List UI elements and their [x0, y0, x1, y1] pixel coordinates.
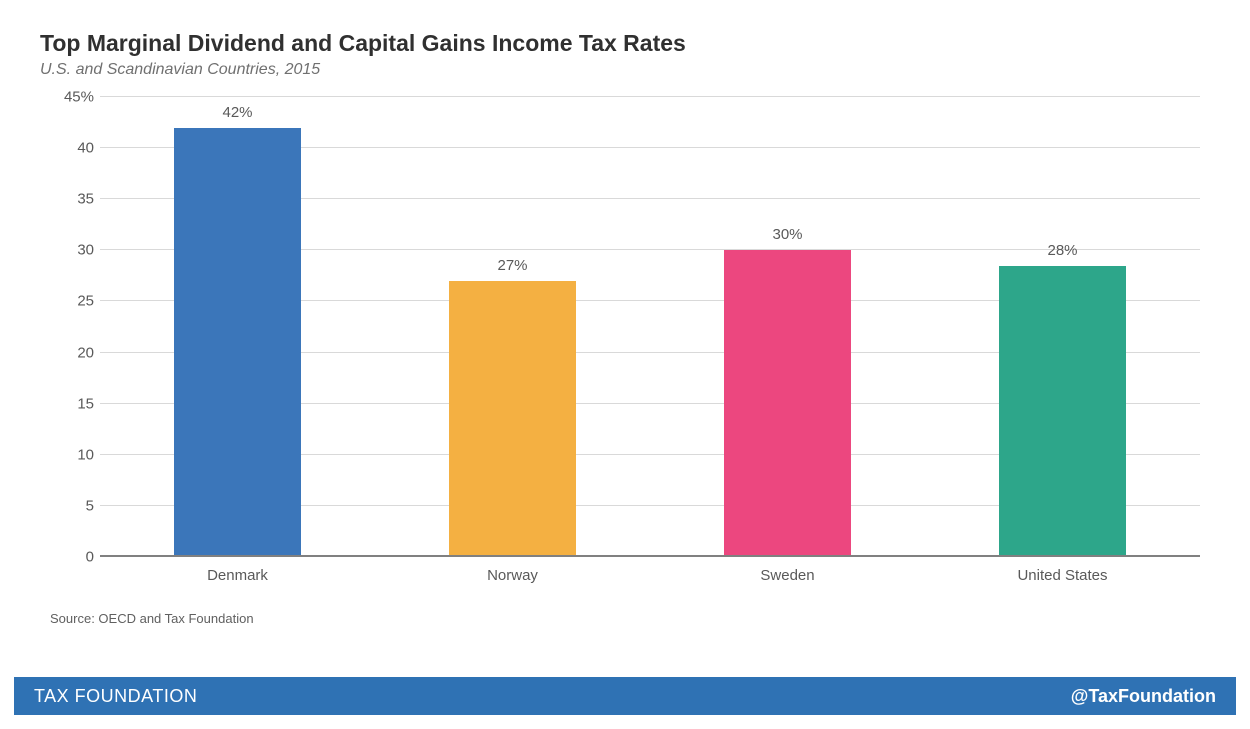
bar-slot: 27%Norway: [375, 97, 650, 557]
x-tick-label: Norway: [375, 567, 650, 584]
bar: 27%: [449, 281, 576, 557]
footer-brand: TAX FOUNDATION: [34, 686, 197, 707]
bar: 42%: [174, 128, 301, 557]
x-tick-label: United States: [925, 567, 1200, 584]
y-tick-label: 45%: [50, 89, 94, 106]
bar-value-label: 30%: [724, 226, 851, 243]
x-axis-line: [100, 555, 1200, 557]
y-tick-label: 10: [50, 446, 94, 463]
y-tick-label: 40: [50, 140, 94, 157]
y-tick-label: 0: [50, 549, 94, 566]
y-tick-label: 30: [50, 242, 94, 259]
x-tick-label: Sweden: [650, 567, 925, 584]
footer-bar: TAX FOUNDATION @TaxFoundation: [14, 677, 1236, 715]
y-tick-label: 35: [50, 191, 94, 208]
bar: 30%: [724, 250, 851, 557]
y-tick-label: 25: [50, 293, 94, 310]
bar-value-label: 28%: [999, 242, 1126, 259]
footer-handle: @TaxFoundation: [1071, 686, 1216, 707]
chart-area: 051015202530354045% 42%Denmark27%Norway3…: [50, 97, 1210, 607]
bar-value-label: 42%: [174, 104, 301, 121]
source-note: Source: OECD and Tax Foundation: [50, 611, 1210, 626]
plot-area: 42%Denmark27%Norway30%Sweden28%United St…: [100, 97, 1200, 557]
x-tick-label: Denmark: [100, 567, 375, 584]
y-tick-label: 5: [50, 497, 94, 514]
y-tick-label: 15: [50, 395, 94, 412]
bar-value-label: 27%: [449, 257, 576, 274]
chart-subtitle: U.S. and Scandinavian Countries, 2015: [40, 61, 1210, 79]
chart-title: Top Marginal Dividend and Capital Gains …: [40, 30, 1210, 57]
y-tick-label: 20: [50, 344, 94, 361]
bar-slot: 42%Denmark: [100, 97, 375, 557]
bar: 28%: [999, 266, 1126, 557]
bar-slot: 30%Sweden: [650, 97, 925, 557]
bar-slot: 28%United States: [925, 97, 1200, 557]
